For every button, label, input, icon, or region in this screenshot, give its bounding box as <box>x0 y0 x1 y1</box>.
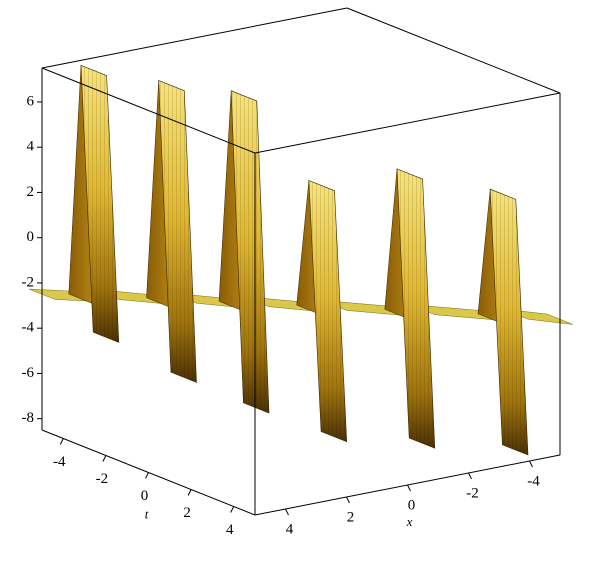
z-tick-label: 2 <box>27 184 35 200</box>
box-edge <box>346 7 561 94</box>
x-axis-title: x <box>406 514 413 529</box>
t-tick-label: 4 <box>226 522 234 538</box>
x-tick-label: -2 <box>466 485 479 501</box>
t-tick <box>59 438 64 445</box>
x-tick-label: 4 <box>286 521 294 537</box>
x-tick <box>529 460 533 468</box>
x-tick <box>407 484 411 492</box>
t-tick-label: 2 <box>183 505 191 521</box>
z-tick-label: -2 <box>22 274 35 290</box>
t-tick <box>102 455 107 462</box>
x-tick-label: -4 <box>527 473 540 489</box>
t-tick-label: 0 <box>141 488 149 504</box>
wave-mesh <box>81 65 119 343</box>
box-edge <box>41 7 348 69</box>
wave-mesh <box>308 180 347 442</box>
wave-mesh <box>490 189 528 455</box>
x-tick <box>468 472 472 480</box>
x-tick <box>346 496 350 504</box>
wave-mesh <box>231 90 269 414</box>
x-tick <box>285 508 289 516</box>
wave-mesh <box>158 80 197 383</box>
z-tick-label: 0 <box>27 229 35 245</box>
z-tick-label: -4 <box>22 320 35 336</box>
x-tick-label: 2 <box>347 509 355 525</box>
t-tick-label: -4 <box>53 454 66 470</box>
wave-mesh <box>397 168 435 449</box>
surface <box>29 64 573 456</box>
box-edge <box>254 92 561 154</box>
z-tick-label: -8 <box>22 410 35 426</box>
t-tick <box>145 472 149 479</box>
t-axis-title: t <box>145 506 149 521</box>
t-tick-label: -2 <box>96 471 109 487</box>
axes: -8 -6 -4 -2 0 2 4 6 -4 -2 0 2 4 t 4 2 0 -2 -4 x <box>22 7 561 538</box>
x-tick-label: 0 <box>408 497 416 513</box>
box-edge <box>41 67 256 154</box>
t-tick <box>187 489 192 496</box>
z-tick-label: 4 <box>27 139 35 155</box>
z-tick-label: 6 <box>27 93 35 109</box>
t-tick <box>230 506 235 513</box>
z-tick-label: -6 <box>22 365 35 381</box>
